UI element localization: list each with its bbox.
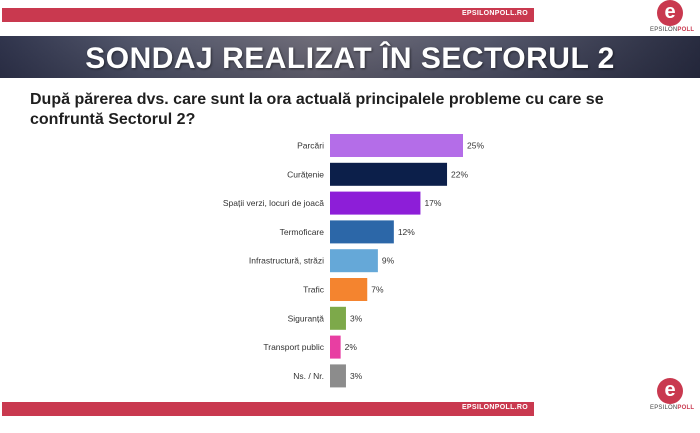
value-label: 12% [398,227,415,237]
value-label: 7% [371,285,384,295]
value-label: 25% [467,141,484,151]
logo-brand: EPSILONPOLL [650,405,694,411]
survey-question: După părerea dvs. care sunt la ora actua… [30,91,604,128]
banner-title: SONDAJ REALIZAT ÎN SECTORUL 2 [85,42,615,75]
category-label: Parcări [297,141,324,151]
bar [330,220,394,244]
value-label: 9% [382,256,395,266]
category-label: Siguranță [288,313,325,323]
footer-site-label: EPSILONPOLL.RO [461,404,528,411]
logo-icon: e [657,378,683,404]
epsilonpoll-logo-bottom: e EPSILONPOLL [650,378,694,411]
header-bar: EPSILONPOLL.RO [2,8,534,22]
category-label: Curățenie [287,169,324,179]
bar [330,278,368,301]
banner-background [0,36,700,78]
logo-brand-part2: POLL [677,27,695,33]
bar [330,306,346,330]
bar [330,191,421,215]
category-label: Spații verzi, locuri de joacă [223,198,324,208]
logo-icon: e [657,0,683,26]
bar [330,134,463,157]
logo-brand: EPSILONPOLL [650,27,694,33]
category-label: Ns. / Nr. [293,371,324,381]
bar-chart: Parcări 25% Curățenie 22% Spații verzi, locu… [223,134,484,388]
category-label: Infrastructură, străzi [249,256,324,266]
epsilonpoll-logo-top: e EPSILONPOLL [650,0,694,33]
category-label: Trafic [303,285,325,295]
footer-bar: EPSILONPOLL.RO [2,402,534,416]
bar [330,249,378,273]
logo-letter: e [664,379,676,401]
title-banner: SONDAJ REALIZAT ÎN SECTORUL 2 [0,36,700,78]
logo-brand-part1: EPSILON [650,27,678,33]
logo-brand-part2: POLL [677,405,695,411]
value-label: 3% [350,371,363,381]
bar [330,162,448,186]
bar [330,335,341,359]
category-label: Transport public [263,342,324,352]
bar [330,364,346,388]
value-label: 17% [424,198,441,208]
header-site-label: EPSILONPOLL.RO [461,10,528,17]
logo-brand-part1: EPSILON [650,405,678,411]
logo-letter: e [664,1,676,23]
value-label: 22% [451,169,468,179]
category-label: Termoficare [280,227,325,237]
value-label: 2% [345,342,358,352]
value-label: 3% [350,313,363,323]
